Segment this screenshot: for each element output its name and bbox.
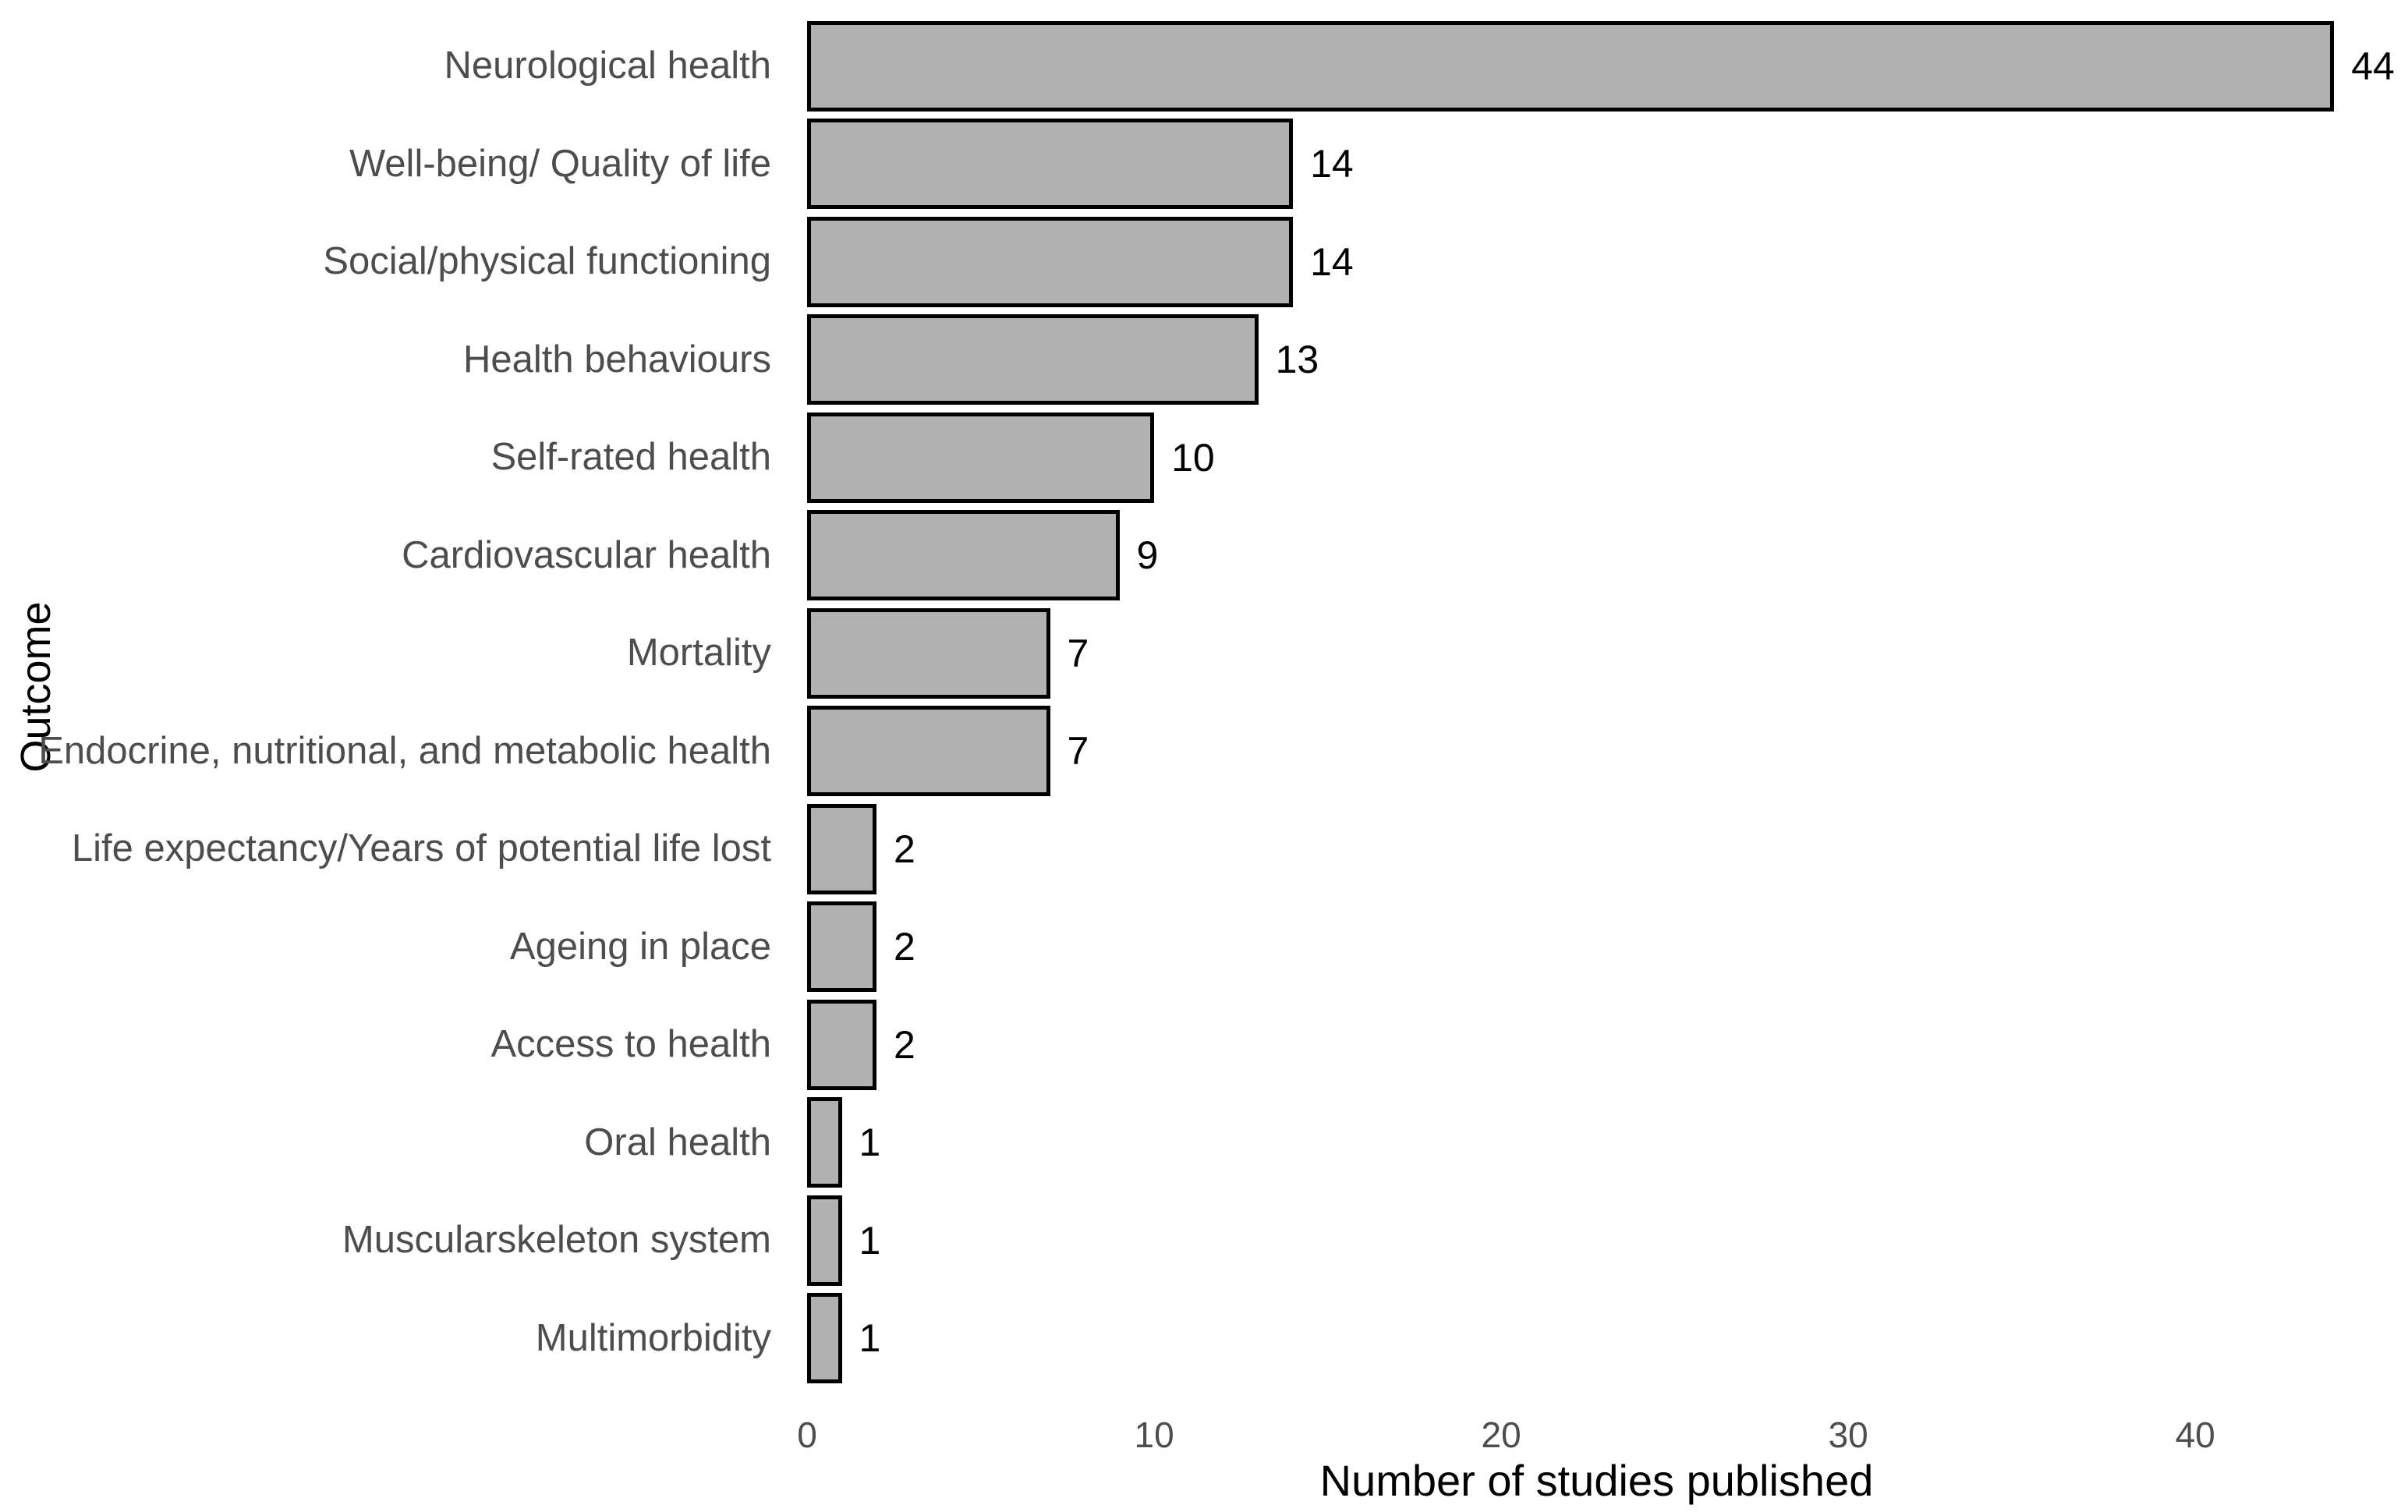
x-axis-tick-label: 0 (797, 1415, 817, 1455)
bar (807, 216, 1294, 307)
category-label: Self-rated health (490, 436, 771, 479)
bar (807, 803, 876, 894)
value-label: 13 (1275, 338, 1319, 382)
bar (807, 607, 1050, 699)
plot-area: Neurological health 44 Well-being/ Quality… (0, 17, 2395, 1388)
bar (807, 901, 876, 993)
category-label: Neurological health (444, 44, 772, 87)
bar-row: Cardiovascular health 9 (0, 507, 2388, 605)
category-label: Ageing in place (509, 925, 771, 968)
value-label: 1 (859, 1316, 881, 1361)
value-label: 10 (1171, 435, 1215, 480)
bar (807, 20, 2335, 112)
x-axis-tick-label: 10 (1134, 1415, 1174, 1455)
value-label: 1 (859, 1121, 881, 1165)
category-label: Well-being/ Quality of life (349, 142, 771, 185)
category-label: Social/physical functioning (323, 240, 771, 283)
bar (807, 314, 1259, 405)
value-label: 2 (894, 1022, 915, 1067)
value-label: 1 (859, 1218, 881, 1262)
value-label: 44 (2351, 44, 2395, 88)
bar-row: Health behaviours 13 (0, 311, 2388, 409)
value-label: 14 (1310, 239, 1354, 284)
bar (807, 706, 1050, 797)
value-label: 2 (894, 925, 915, 969)
bar-row: Multimorbidity 1 (0, 1290, 2388, 1388)
value-label: 9 (1136, 533, 1159, 578)
bar-row: Life expectancy/Years of potential life … (0, 800, 2388, 898)
x-axis-tick-label: 20 (1481, 1415, 1521, 1455)
bar (807, 1195, 842, 1286)
x-axis-tick-label: 40 (2175, 1415, 2215, 1455)
bar-row: Mortality 7 (0, 604, 2388, 703)
bar-row: Oral health 1 (0, 1094, 2388, 1192)
category-label: Health behaviours (463, 338, 771, 381)
bar-row: Endocrine, nutritional, and metabolic he… (0, 703, 2388, 801)
value-label: 7 (1067, 631, 1089, 675)
bar (807, 1293, 842, 1384)
category-label: Oral health (584, 1121, 771, 1163)
bar-row: Neurological health 44 (0, 17, 2395, 115)
category-label: Cardiovascular health (402, 533, 771, 576)
bar (807, 1097, 842, 1188)
x-axis-title: Number of studies published (1319, 1456, 1874, 1505)
bar (807, 412, 1155, 503)
bar (807, 510, 1120, 601)
bar (807, 119, 1294, 210)
value-label: 7 (1067, 729, 1089, 774)
bar-row: Muscularskeleton system 1 (0, 1192, 2388, 1290)
bar-row: Ageing in place 2 (0, 898, 2388, 997)
bar-row: Well-being/ Quality of life 14 (0, 115, 2388, 214)
bar-row: Social/physical functioning 14 (0, 213, 2388, 311)
category-label: Mortality (626, 632, 771, 675)
x-axis-tick-label: 30 (1828, 1415, 1868, 1455)
category-label: Endocrine, nutritional, and metabolic he… (38, 729, 771, 772)
category-label: Multimorbidity (535, 1316, 771, 1359)
bar-row: Self-rated health 10 (0, 409, 2388, 507)
category-label: Access to health (490, 1023, 771, 1066)
category-label: Muscularskeleton system (342, 1219, 771, 1262)
bar (807, 999, 876, 1090)
x-axis: 0 10 20 30 40 (797, 1413, 2386, 1460)
category-label: Life expectancy/Years of potential life … (71, 827, 771, 870)
bar-row: Access to health 2 (0, 996, 2388, 1094)
value-label: 14 (1310, 142, 1354, 186)
value-label: 2 (894, 827, 915, 871)
